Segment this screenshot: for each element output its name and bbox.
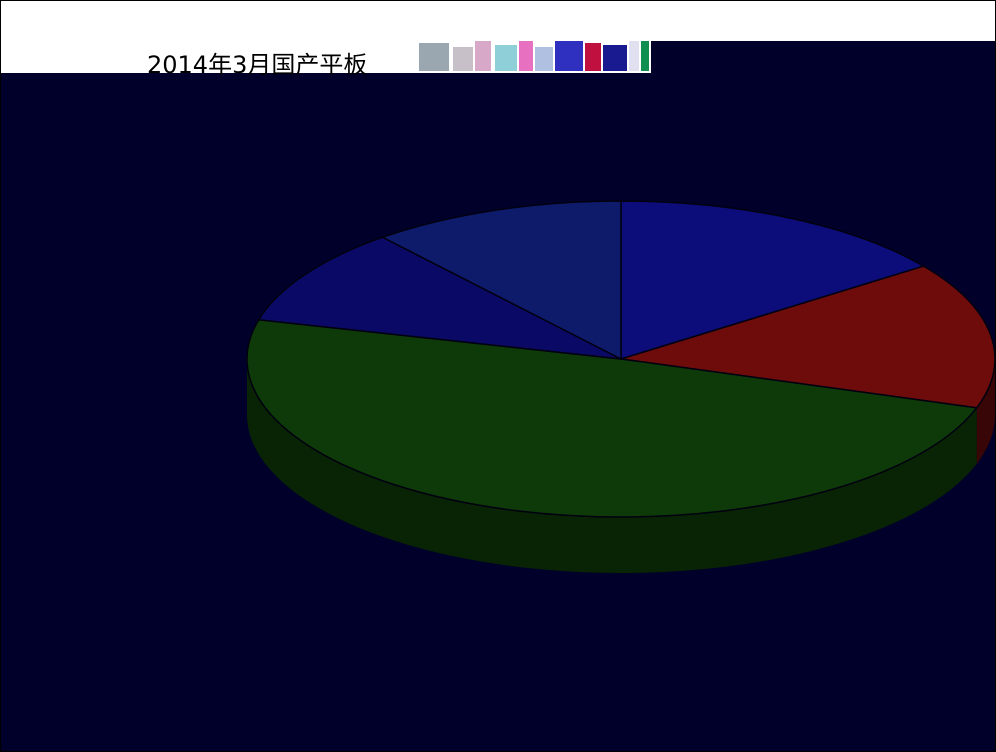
pie-slice-2 bbox=[246, 318, 979, 518]
chart-title: 2014年3月国产平板 bbox=[147, 51, 368, 79]
pie-slice-0 bbox=[620, 200, 926, 361]
pie-slice-4 bbox=[380, 200, 622, 361]
pie-slice-3 bbox=[257, 236, 622, 360]
pie-slice-1 bbox=[620, 265, 995, 409]
title-glitch-artifact bbox=[419, 41, 995, 73]
pie-slice-side-2 bbox=[247, 359, 977, 574]
